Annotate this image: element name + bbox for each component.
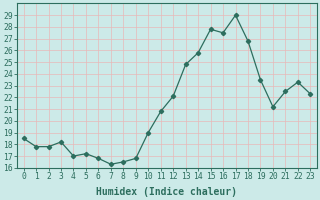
X-axis label: Humidex (Indice chaleur): Humidex (Indice chaleur) xyxy=(96,186,237,197)
